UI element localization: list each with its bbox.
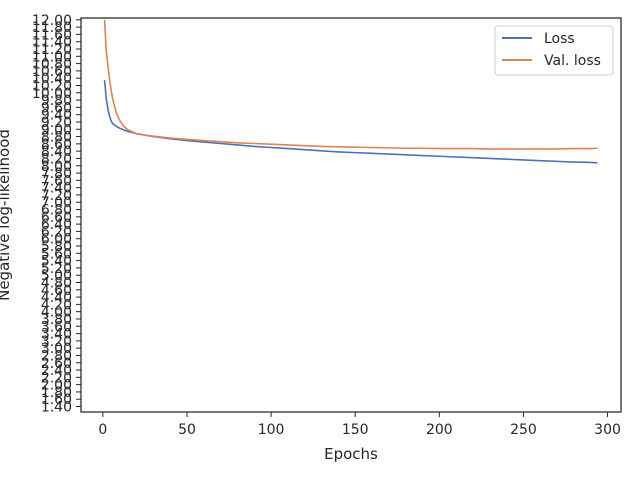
y-tick-label: 7.40 [41,181,72,197]
y-tick-label: 11.80 [32,20,72,36]
y-tick-label: 5.80 [41,239,72,255]
x-tick-label: 0 [98,422,107,438]
y-tick-label: 4.00 [41,305,72,321]
y-tick-label: 4.20 [41,297,72,313]
y-tick-label: 1.60 [41,392,72,408]
legend: Loss Val. loss [494,25,614,76]
y-tick-label: 8.40 [41,144,72,160]
y-tick-label: 4.60 [41,283,72,299]
legend-label-0: Loss [544,31,575,47]
y-tick-label: 4.80 [41,275,72,291]
x-tick-label: 50 [178,422,196,438]
x-axis-ticks: 0 50 100 150 200 250 300 [98,412,621,438]
y-tick-label: 11.40 [32,35,72,51]
y-tick-label: 7.00 [41,195,72,211]
y-tick-label: 6.00 [41,232,72,248]
y-tick-label: 6.40 [41,217,72,233]
y-tick-label: 3.40 [41,327,72,343]
y-tick-label: 9.60 [41,100,72,116]
y-tick-label: 3.80 [41,312,72,328]
y-tick-label: 3.00 [41,341,72,357]
y-tick-label: 3.20 [41,334,72,350]
y-tick-label: 1.80 [41,385,72,401]
y-tick-label: 11.00 [32,49,72,65]
y-tick-label: 8.20 [41,151,72,167]
y-tick-label: 10.40 [32,71,72,87]
y-tick-label: 9.80 [41,93,72,109]
y-tick-label: 9.00 [41,122,72,138]
y-tick-label: 5.00 [41,268,72,284]
y-tick-label: 6.80 [41,203,72,219]
x-tick-label: 200 [426,422,453,438]
y-tick-label: 9.20 [41,115,72,131]
y-tick-label: 8.60 [41,137,72,153]
y-tick-label: 5.40 [41,254,72,270]
legend-label-1: Val. loss [544,53,601,69]
y-axis-ticks: 1.401.601.802.002.202.402.602.803.003.20… [32,13,81,416]
y-tick-label: 8.80 [41,130,72,146]
y-tick-label: 5.20 [41,261,72,277]
y-tick-label: 4.40 [41,290,72,306]
y-tick-label: 1.40 [41,400,72,416]
x-tick-label: 150 [342,422,369,438]
y-tick-label: 5.60 [41,246,72,262]
y-tick-label: 10.00 [32,86,72,102]
y-tick-label: 2.40 [41,363,72,379]
plot-area [80,17,622,413]
y-tick-label: 8.00 [41,159,72,175]
series-layer [103,19,598,164]
x-tick-label: 250 [510,422,537,438]
y-tick-label: 11.60 [32,27,72,43]
x-tick-label: 100 [258,422,285,438]
y-tick-label: 2.20 [41,370,72,386]
y-tick-label: 7.60 [41,173,72,189]
y-tick-label: 2.80 [41,348,72,364]
y-tick-label: 11.20 [32,42,72,58]
y-tick-label: 10.60 [32,64,72,80]
series-line-0 [103,79,598,164]
y-tick-label: 10.80 [32,57,72,73]
y-tick-label: 2.60 [41,356,72,372]
y-tick-label: 6.20 [41,224,72,240]
y-tick-label: 3.60 [41,319,72,335]
series-line-1 [103,19,598,150]
y-axis-label: Negative log-likelihood [0,129,13,301]
y-tick-label: 7.20 [41,188,72,204]
x-axis-label: Epochs [324,445,378,463]
y-tick-label: 9.40 [41,108,72,124]
y-tick-label: 10.20 [32,78,72,94]
y-tick-label: 12.00 [32,13,72,29]
y-tick-label: 6.60 [41,210,72,226]
x-tick-label: 300 [594,422,621,438]
y-tick-label: 2.00 [41,378,72,394]
y-tick-label: 7.80 [41,166,72,182]
